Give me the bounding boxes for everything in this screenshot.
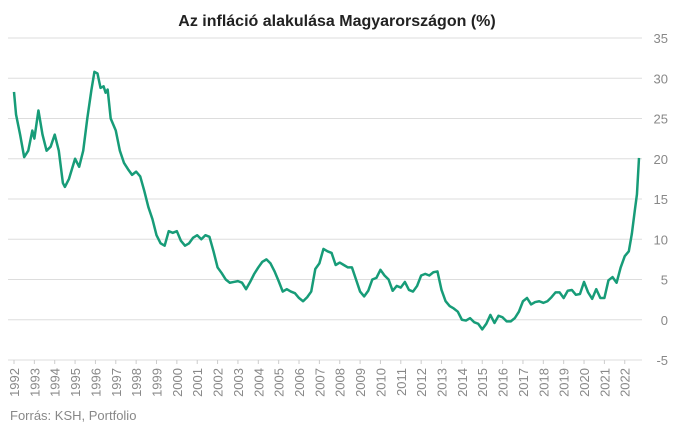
- y-tick-label: 0: [661, 313, 668, 328]
- x-tick-label: 1997: [109, 368, 124, 397]
- y-tick-label: 30: [654, 71, 668, 86]
- x-tick-label: 2018: [536, 368, 551, 397]
- y-tick-label: 10: [654, 232, 668, 247]
- x-tick-label: 2002: [211, 368, 226, 397]
- x-tick-label: 2016: [496, 368, 511, 397]
- x-tick-label: 2010: [373, 368, 388, 397]
- x-tick-label: 1996: [88, 368, 103, 397]
- x-tick-label: 2004: [251, 368, 266, 397]
- x-tick-label: 1993: [27, 368, 42, 397]
- source: Forrás: KSH, Portfolio: [10, 408, 136, 423]
- y-tick-label: 20: [654, 152, 668, 167]
- y-tick-label: 25: [654, 112, 668, 127]
- x-tick-label: 2003: [231, 368, 246, 397]
- y-tick-label: 5: [661, 273, 668, 288]
- y-tick-label: 15: [654, 192, 668, 207]
- x-tick-label: 2021: [597, 368, 612, 397]
- x-tick-label: 1992: [7, 368, 22, 397]
- x-tick-label: 2013: [435, 368, 450, 397]
- x-tick-label: 2014: [455, 368, 470, 397]
- chart-title: Az infláció alakulása Magyarországon (%): [178, 13, 495, 30]
- x-tick-label: 1998: [129, 368, 144, 397]
- y-tick-label: 35: [654, 31, 668, 46]
- x-tick-label: 2000: [170, 368, 185, 397]
- x-tick-label: 2009: [353, 368, 368, 397]
- x-tick-label: 2020: [577, 368, 592, 397]
- y-tick-label: -5: [656, 353, 668, 368]
- x-tick-label: 2006: [292, 368, 307, 397]
- x-tick-label: 2008: [333, 368, 348, 397]
- x-tick-label: 2011: [394, 368, 409, 396]
- x-tick-label: 1999: [150, 368, 165, 397]
- x-tick-label: 2007: [312, 368, 327, 397]
- x-tick-label: 2012: [414, 368, 429, 397]
- x-tick-label: 2001: [190, 368, 205, 397]
- x-tick-label: 2005: [272, 368, 287, 397]
- x-tick-label: 2022: [618, 368, 633, 397]
- x-tick-label: 2017: [516, 368, 531, 397]
- x-tick-label: 2019: [557, 368, 572, 397]
- inflation-line: [12, 70, 641, 331]
- x-tick-label: 1995: [68, 368, 83, 397]
- x-tick-label: 2015: [475, 368, 490, 397]
- x-tick-label: 1994: [48, 368, 63, 397]
